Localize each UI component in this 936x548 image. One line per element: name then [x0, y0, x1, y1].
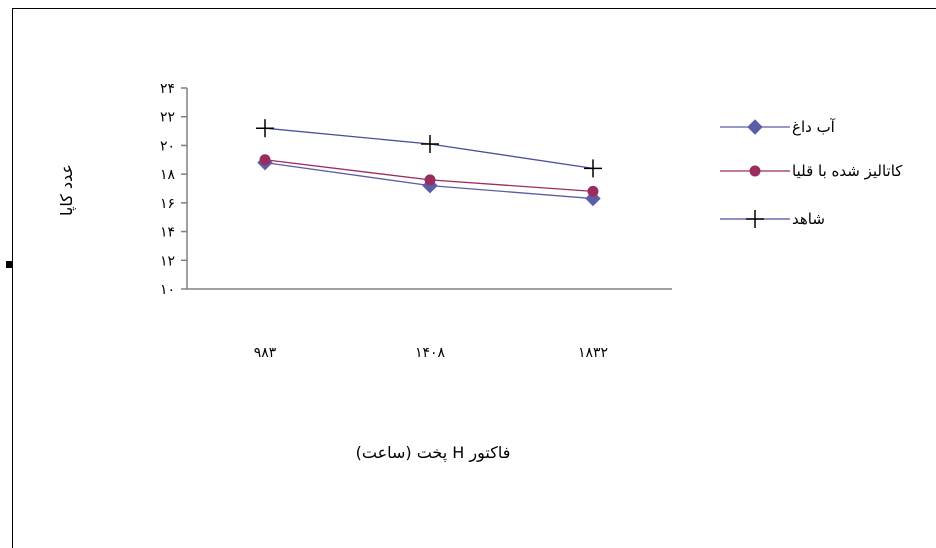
legend-label-2: کاتالیز شده با قلیا	[792, 162, 903, 180]
series-2-point	[424, 174, 436, 186]
y-tick-label: ۱۴	[160, 225, 175, 241]
y-tick-label: ۲۲	[160, 110, 175, 126]
axes	[186, 88, 672, 290]
series-3-point	[421, 134, 439, 153]
series-2-point	[587, 185, 599, 197]
x-tick-label: ۱۸۳۲	[578, 345, 608, 361]
legend-marker-2	[749, 165, 761, 177]
series-line-3	[264, 127, 594, 170]
chart-frame	[12, 8, 936, 548]
y-tick-label: ۲۴	[160, 81, 175, 97]
legend-marker-3	[746, 210, 764, 228]
legend-marker-1	[747, 119, 763, 135]
selection-handle[interactable]	[6, 261, 13, 268]
series-3-point	[256, 119, 274, 138]
y-tick-label: ۲۰	[160, 138, 175, 154]
legend-label-1: آب داغ	[792, 118, 836, 136]
legend: آب داغ کاتالیز شده با قلیا شاهد	[720, 118, 903, 228]
y-tick-label: ۱۰	[160, 282, 175, 298]
x-ticks: ۹۸۳ ۱۴۰۸ ۱۸۳۲	[254, 345, 608, 361]
x-axis-title: فاکتور H پخت (ساعت)	[356, 443, 511, 463]
x-tick-label: ۹۸۳	[254, 345, 277, 361]
line-chart: ۱۰ ۱۲ ۱۴ ۱۶ ۱۸ ۲۰ ۲۲ ۲۴ ۹۸۳ ۱۴۰۸ ۱۸۳۲ آب داغ کاتال…	[57, 81, 903, 463]
y-tick-label: ۱۶	[160, 196, 175, 212]
y-tick-label: ۱۲	[160, 253, 175, 269]
x-tick-label: ۱۴۰۸	[415, 345, 446, 361]
y-ticks: ۱۰ ۱۲ ۱۴ ۱۶ ۱۸ ۲۰ ۲۲ ۲۴	[160, 81, 187, 298]
legend-label-3: شاهد	[792, 210, 825, 228]
series-3-point	[584, 159, 602, 178]
series-2-point	[259, 154, 271, 166]
y-tick-label: ۱۸	[160, 167, 176, 183]
series-layer	[256, 119, 602, 207]
y-axis-title: عدد کاپا	[57, 164, 77, 216]
